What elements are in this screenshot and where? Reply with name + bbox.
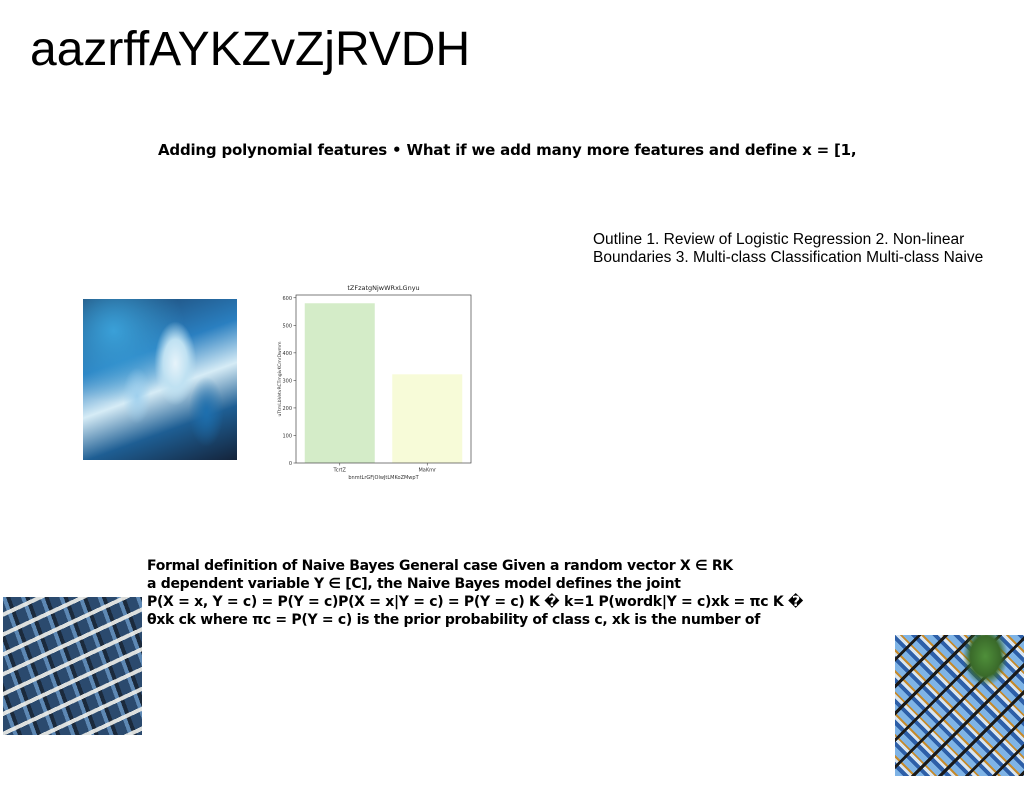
chart-ytick-label: 0 <box>289 461 292 467</box>
stained-glass-image <box>895 635 1024 776</box>
formal-line: a dependent variable Y ∈ [C], the Naive … <box>147 576 681 592</box>
formal-line: P(X = x, Y = c) = P(Y = c)P(X = x|Y = c)… <box>147 594 804 610</box>
outline-line: Boundaries 3. Multi-class Classification… <box>593 249 984 266</box>
chart-xlabel: bnmtLrGFjOlwJtLMKoZMwpT <box>348 475 419 481</box>
chart-bar <box>304 303 375 463</box>
chart-ytick-label: 600 <box>282 296 292 302</box>
chart-ytick-label: 400 <box>282 351 292 357</box>
chart-ytick-label: 500 <box>282 323 292 329</box>
outline-line: Outline 1. Review of Logistic Regression… <box>593 231 965 248</box>
chart-title: tZFzatgNjwWRxLGnyu <box>347 284 419 292</box>
formal-line: θxk ck where πc = P(Y = c) is the prior … <box>147 612 760 628</box>
bar-chart-svg: tZFzatgNjwWRxLGnyu 0 100 200 300 400 500 600 Tcr… <box>277 284 472 481</box>
chart-ytick-label: 100 <box>282 433 292 439</box>
chart-ytick-label: 300 <box>282 378 292 384</box>
bar-chart: tZFzatgNjwWRxLGnyu 0 100 200 300 400 500 600 Tcr… <box>272 281 478 486</box>
chart-frame <box>295 294 472 464</box>
outline-text: Outline 1. Review of Logistic Regression… <box>593 231 1013 267</box>
building-image <box>3 597 142 735</box>
chart-xtick-label: MaKmr <box>418 468 437 474</box>
slide-heading: Adding polynomial features • What if we … <box>158 141 857 159</box>
fluid-art-image <box>83 299 237 460</box>
chart-ylabel: uTtmLbVetvRCTmgivKCmrDwmm <box>277 342 283 417</box>
chart-xtick-label: TcrtZ <box>333 468 347 474</box>
formal-definition-text: Formal definition of Naive Bayes General… <box>147 557 827 629</box>
chart-ytick-label: 200 <box>282 406 292 412</box>
formal-line: Formal definition of Naive Bayes General… <box>147 558 733 574</box>
chart-bar <box>392 374 463 463</box>
slide-title: aazrffAYKZvZjRVDH <box>30 23 471 76</box>
